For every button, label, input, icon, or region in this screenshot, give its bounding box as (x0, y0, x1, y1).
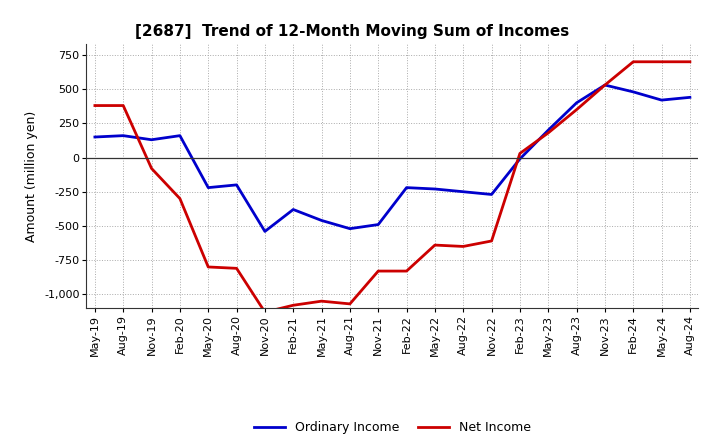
Ordinary Income (119, 133, 127, 138)
Net Income (176, 196, 184, 201)
Ordinary Income (600, 82, 609, 88)
Net Income (91, 103, 99, 108)
Net Income (572, 107, 581, 112)
Line: Net Income: Net Income (95, 62, 690, 312)
Ordinary Income (544, 128, 552, 133)
Legend: Ordinary Income, Net Income: Ordinary Income, Net Income (248, 416, 536, 439)
Ordinary Income (204, 185, 212, 190)
Ordinary Income (374, 222, 382, 227)
Net Income (657, 59, 666, 64)
Net Income (487, 238, 496, 244)
Net Income (318, 298, 326, 304)
Ordinary Income (629, 89, 637, 95)
Line: Ordinary Income: Ordinary Income (95, 85, 690, 231)
Net Income (629, 59, 637, 64)
Net Income (544, 130, 552, 136)
Text: [2687]  Trend of 12-Month Moving Sum of Incomes: [2687] Trend of 12-Month Moving Sum of I… (135, 24, 570, 39)
Ordinary Income (431, 187, 439, 192)
Ordinary Income (487, 192, 496, 197)
Ordinary Income (346, 226, 354, 231)
Net Income (261, 309, 269, 315)
Ordinary Income (261, 229, 269, 234)
Ordinary Income (459, 189, 467, 194)
Net Income (600, 82, 609, 88)
Net Income (233, 266, 241, 271)
Net Income (148, 166, 156, 171)
Ordinary Income (233, 182, 241, 187)
Net Income (119, 103, 127, 108)
Net Income (346, 301, 354, 307)
Ordinary Income (572, 100, 581, 106)
Net Income (685, 59, 694, 64)
Ordinary Income (176, 133, 184, 138)
Net Income (204, 264, 212, 270)
Ordinary Income (318, 218, 326, 223)
Net Income (374, 268, 382, 274)
Ordinary Income (516, 156, 524, 161)
Y-axis label: Amount (million yen): Amount (million yen) (25, 110, 38, 242)
Ordinary Income (657, 97, 666, 103)
Ordinary Income (148, 137, 156, 143)
Net Income (431, 242, 439, 248)
Net Income (459, 244, 467, 249)
Ordinary Income (91, 134, 99, 139)
Ordinary Income (402, 185, 411, 190)
Ordinary Income (685, 95, 694, 100)
Ordinary Income (289, 207, 297, 212)
Net Income (402, 268, 411, 274)
Net Income (289, 303, 297, 308)
Net Income (516, 151, 524, 156)
